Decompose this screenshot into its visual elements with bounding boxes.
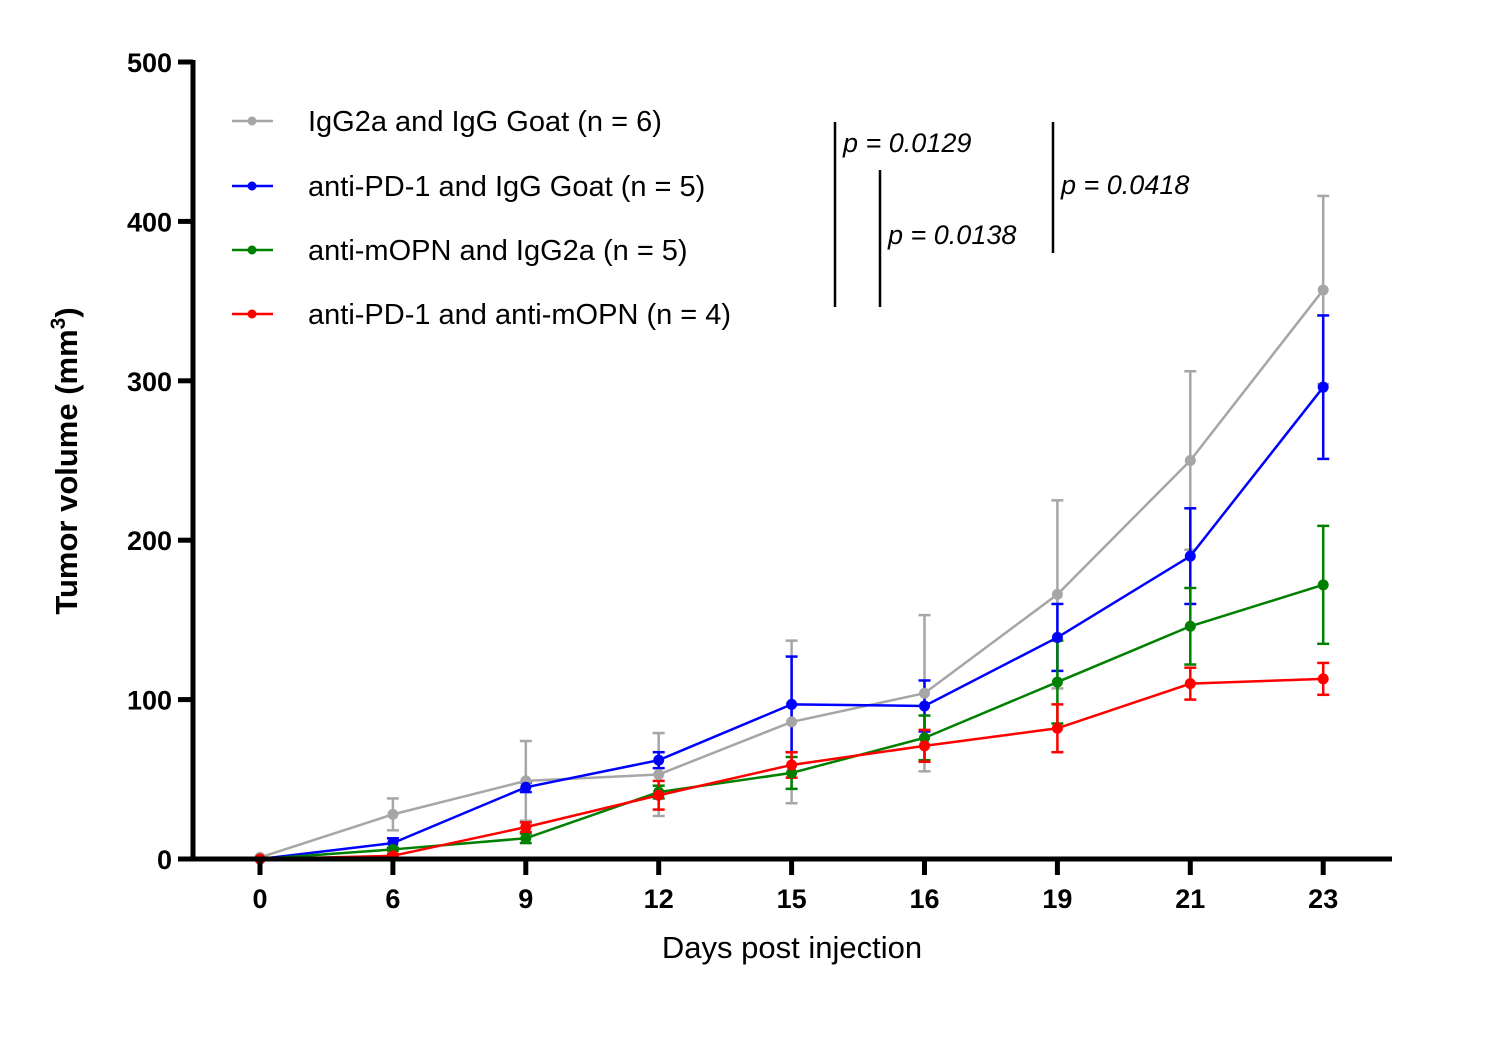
p-value-annotation: p = 0.0418: [1051, 122, 1189, 253]
data-point: [1317, 381, 1329, 393]
y-tick-label: 0: [157, 845, 172, 875]
y-tick-label: 500: [127, 48, 172, 78]
y-ticks: 0 100 200 300 400 500: [127, 48, 193, 875]
x-ticks: 0 6 9 12 15 16 19 21 23: [252, 859, 1338, 914]
data-point: [520, 832, 532, 844]
x-tick-label: 6: [385, 884, 400, 914]
data-point: [1184, 550, 1196, 562]
data-point: [1317, 579, 1329, 591]
data-point: [653, 789, 665, 801]
data-point: [919, 700, 930, 712]
error-bars: [386, 194, 1330, 859]
legend-marker-icon: [247, 181, 257, 191]
data-point: [520, 821, 532, 833]
data-point: [1184, 620, 1196, 632]
y-tick-label: 400: [127, 207, 172, 237]
x-tick-label: 21: [1175, 884, 1205, 914]
y-tick-label: 300: [127, 367, 172, 397]
legend-marker-icon: [247, 309, 257, 319]
x-tick-label: 16: [909, 884, 939, 914]
data-point: [1184, 678, 1196, 690]
legend-item: anti-mOPN and IgG2a (n = 5): [232, 235, 688, 267]
p-value-label: p = 0.0418: [1060, 170, 1189, 200]
data-point: [919, 740, 930, 752]
axes: 0 100 200 300 400 500 0 6 9 12 15 16 19 21 23: [127, 48, 1392, 914]
data-point: [1051, 631, 1063, 643]
data-point: [1051, 676, 1063, 688]
legend-marker-icon: [247, 116, 257, 126]
x-tick-label: 12: [644, 884, 674, 914]
data-point: [919, 687, 930, 699]
x-axis-title: Days post injection: [662, 930, 922, 965]
y-tick-label: 200: [127, 526, 172, 556]
legend-label: IgG2a and IgG Goat (n = 6): [308, 106, 662, 138]
data-point: [1184, 455, 1196, 466]
data-point: [653, 754, 665, 766]
legend-item: anti-PD-1 and anti-mOPN (n = 4): [232, 299, 731, 331]
data-point: [653, 769, 665, 781]
legend-label: anti-PD-1 and IgG Goat (n = 5): [308, 171, 705, 203]
x-tick-label: 23: [1308, 884, 1338, 914]
data-series: [254, 284, 1329, 865]
data-point: [786, 759, 798, 771]
p-value-label: p = 0.0129: [842, 128, 971, 158]
data-point: [1051, 722, 1063, 734]
legend-item: IgG2a and IgG Goat (n = 6): [232, 106, 662, 138]
y-tick-label: 100: [127, 686, 172, 716]
data-point: [786, 767, 798, 779]
legend-label: anti-PD-1 and anti-mOPN (n = 4): [308, 299, 731, 331]
x-tick-label: 0: [252, 884, 267, 914]
p-value-label: p = 0.0138: [887, 220, 1016, 250]
data-point: [520, 781, 532, 793]
legend-label: anti-mOPN and IgG2a (n = 5): [308, 235, 688, 267]
data-point: [1317, 673, 1329, 685]
data-point: [786, 698, 798, 710]
p-value-annotation: p = 0.0138: [878, 170, 1016, 307]
data-point: [1317, 284, 1329, 296]
data-point: [1051, 588, 1063, 600]
legend-marker-icon: [247, 245, 257, 255]
data-point: [387, 808, 399, 820]
x-tick-label: 15: [777, 884, 807, 914]
data-point: [786, 716, 798, 728]
legend-item: anti-PD-1 and IgG Goat (n = 5): [232, 171, 705, 203]
significance-annotations: p = 0.0129 p = 0.0138 p = 0.0418: [833, 122, 1189, 307]
x-tick-label: 9: [518, 884, 533, 914]
x-tick-label: 19: [1042, 884, 1072, 914]
series-2: [254, 381, 1329, 865]
legend: IgG2a and IgG Goat (n = 6) anti-PD-1 and …: [232, 106, 731, 331]
data-point: [919, 732, 930, 744]
y-axis-title: Tumor volume (mm3): [47, 307, 84, 614]
p-value-annotation: p = 0.0129: [833, 122, 971, 307]
